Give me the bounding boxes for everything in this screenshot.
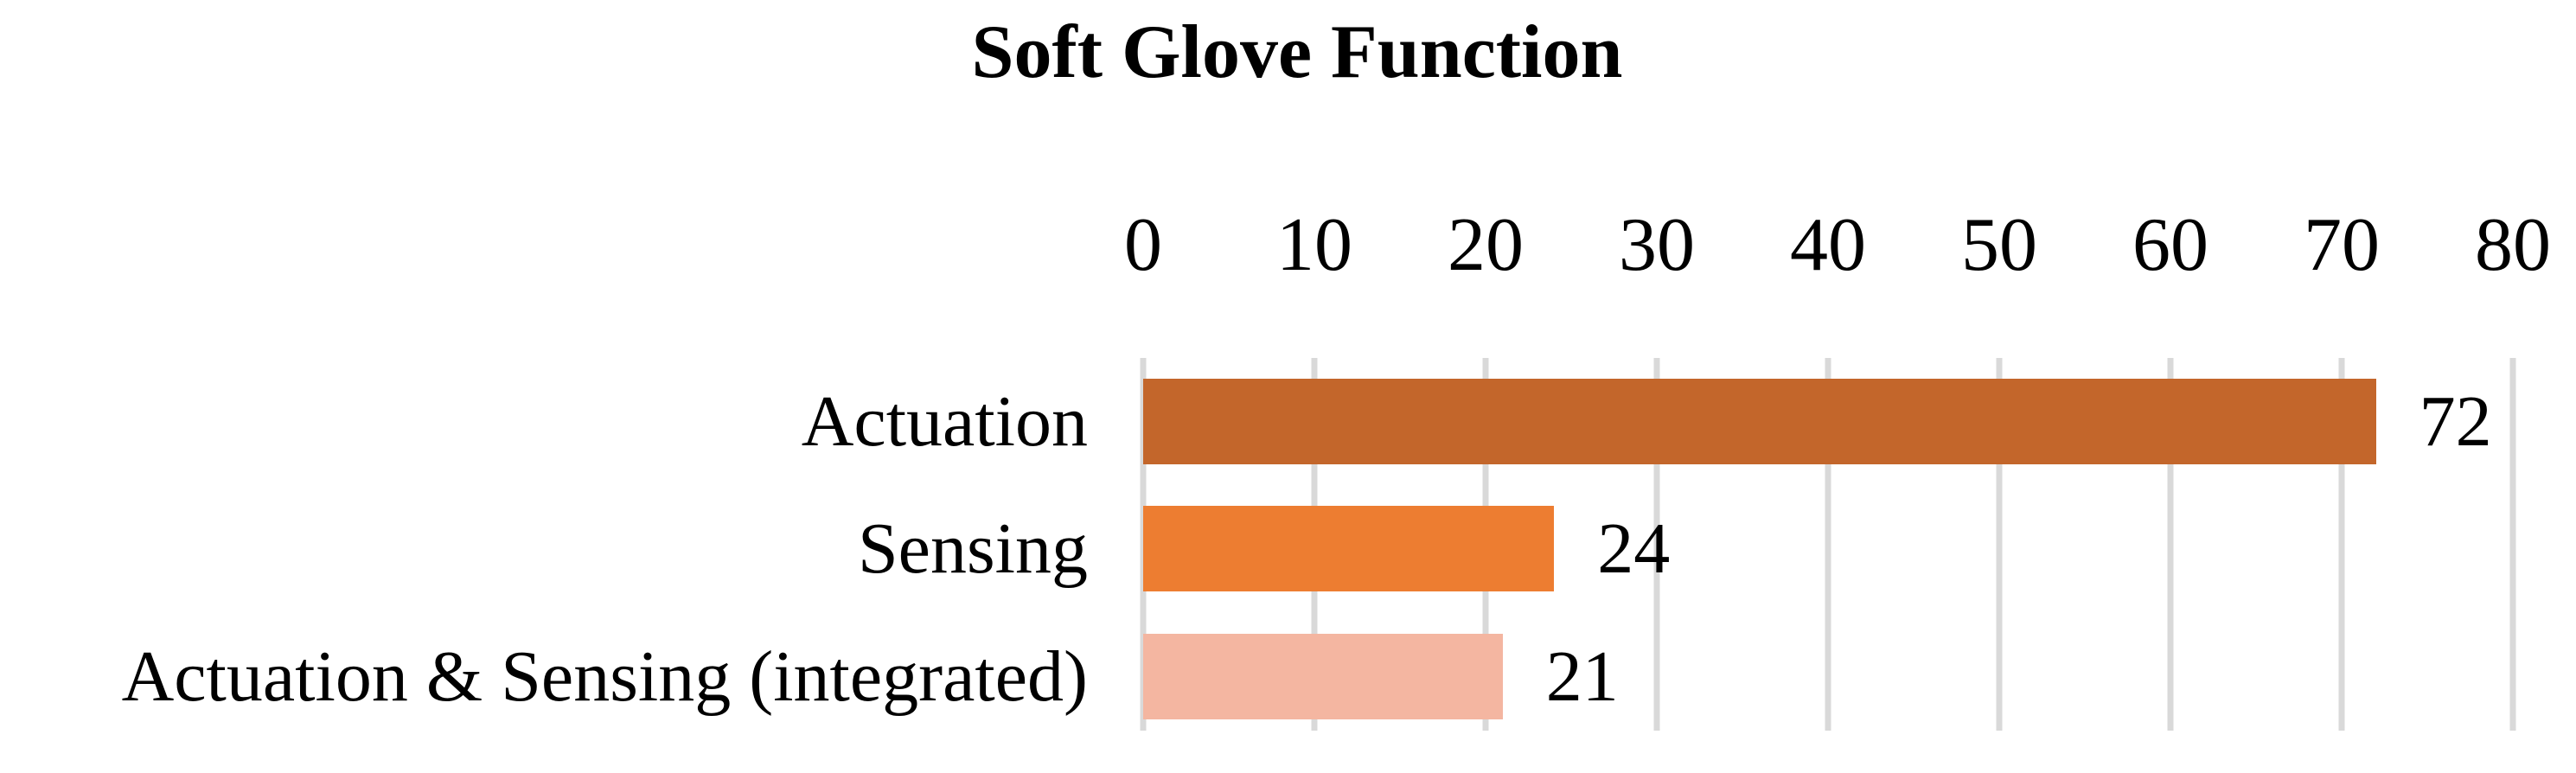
plot-area [1140,358,2516,731]
gridline [1825,358,1831,731]
gridline [1996,358,2003,731]
category-label: Sensing [857,508,1088,589]
gridline [1653,358,1660,731]
gridline [2167,358,2174,731]
x-axis-tick-label: 60 [2132,203,2208,287]
x-axis-tick-label: 20 [1448,203,1524,287]
value-label: 21 [1545,636,1619,717]
x-axis-tick-label: 10 [1276,203,1352,287]
x-axis-tick-label: 0 [1124,203,1162,287]
bar [1143,506,1555,591]
category-label: Actuation & Sensing (integrated) [121,636,1088,717]
x-axis-tick-label: 80 [2475,203,2551,287]
chart-title: Soft Glove Function [971,10,1623,94]
x-axis-tick-label: 40 [1790,203,1866,287]
gridline [2509,358,2516,731]
x-axis-tick-label: 50 [1961,203,2037,287]
gridline [2338,358,2345,731]
x-axis-tick-label: 30 [1619,203,1695,287]
category-label: Actuation [801,381,1088,462]
value-label: 24 [1597,508,1671,589]
bar [1143,379,2376,464]
value-label: 72 [2419,381,2492,462]
x-axis: 0 10 20 30 40 50 60 70 80 [1124,203,2551,294]
bar [1143,634,1503,719]
x-axis-tick-label: 70 [2304,203,2380,287]
